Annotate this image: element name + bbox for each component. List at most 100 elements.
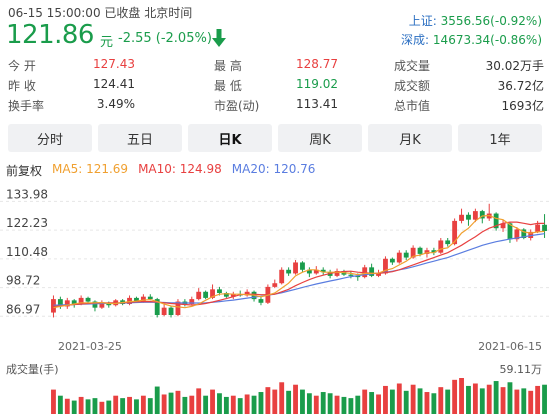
candle <box>493 212 499 231</box>
volume-bar <box>369 392 375 414</box>
x-label-end: 2021-06-15 <box>478 340 542 353</box>
candle <box>161 304 167 317</box>
candle-body <box>417 247 423 254</box>
volume-bar <box>279 382 285 414</box>
volume-bar <box>445 389 451 414</box>
candle-body <box>300 262 305 270</box>
index-shenzhen[interactable]: 深成: 14673.34(-0.86%) <box>401 31 542 48</box>
candle-body <box>272 283 278 287</box>
market-status: 06-15 15:00:00 已收盘 北京时间 <box>8 6 193 20</box>
candle-body <box>286 269 292 274</box>
tab-weekly-k[interactable]: 周K <box>278 124 362 152</box>
index-name: 深成: <box>401 33 430 47</box>
volume-bar <box>127 396 132 414</box>
index-name: 上证: <box>408 14 437 28</box>
volume-bar <box>341 396 347 414</box>
volume-bar <box>438 387 444 414</box>
down-arrow-icon <box>212 29 226 47</box>
y-tick-label: 86.97 <box>6 302 40 316</box>
candle-body <box>175 301 181 315</box>
volume-bar <box>196 388 202 414</box>
stat-label: 最 高 <box>214 59 242 73</box>
volume-bar <box>300 389 305 414</box>
candle <box>466 212 471 226</box>
candle-body <box>369 267 375 276</box>
tab-intraday[interactable]: 分时 <box>8 124 92 152</box>
tab-monthly-k[interactable]: 月K <box>368 124 452 152</box>
candle-body <box>500 223 506 229</box>
volume-bar <box>223 396 229 414</box>
volume-bar <box>507 382 513 414</box>
candles <box>51 203 547 318</box>
tab-five-day[interactable]: 五日 <box>98 124 182 152</box>
candle <box>244 289 250 297</box>
volume-bar <box>396 383 402 414</box>
volume-bar <box>85 399 91 414</box>
candle-body <box>230 294 236 297</box>
volume-bar <box>466 385 471 414</box>
volume-bar <box>479 388 485 414</box>
volume-bar <box>106 400 112 414</box>
volume-bar <box>51 389 56 414</box>
candle <box>528 229 534 241</box>
candle-body <box>403 252 409 258</box>
candle-body <box>493 213 499 229</box>
candle <box>438 238 444 254</box>
volume-bar <box>161 394 167 414</box>
stat-label: 总市值 <box>394 99 431 113</box>
candle <box>223 291 229 298</box>
volume-bar <box>459 378 464 414</box>
y-tick-label: 122.23 <box>6 216 48 230</box>
candle <box>258 296 264 306</box>
candle <box>514 227 520 242</box>
candle <box>431 247 437 256</box>
candle <box>51 295 56 318</box>
candle <box>500 219 506 232</box>
adjust-mode[interactable]: 前复权 <box>6 164 43 178</box>
candle <box>127 295 132 306</box>
volume-bar <box>230 395 236 414</box>
candle-body <box>293 262 298 274</box>
candle-body <box>535 224 541 232</box>
stat-value: 127.43 <box>93 57 135 71</box>
candle-body <box>134 297 139 302</box>
candle-body <box>92 301 98 308</box>
ma10-value: MA10: 124.98 <box>138 162 222 176</box>
index-value: 14673.34(-0.86%) <box>432 33 542 47</box>
volume-bar <box>417 388 423 414</box>
volume-label: 成交量(手) <box>6 362 59 376</box>
volume-bar <box>113 395 119 414</box>
candle <box>203 290 209 300</box>
volume-bar <box>472 383 478 414</box>
volume-bar <box>168 392 174 414</box>
volume-bar <box>521 388 527 414</box>
tab-one-year[interactable]: 1年 <box>458 124 542 152</box>
candle-body <box>479 211 485 219</box>
volume-bar <box>182 396 188 414</box>
ma5-value: MA5: 121.69 <box>52 162 129 176</box>
stat-value: 30.02万手 <box>485 59 544 73</box>
candle-body <box>514 229 520 240</box>
volume-bar <box>431 393 437 414</box>
candle <box>300 261 305 273</box>
y-axis-labels: 133.98 122.23 110.48 98.72 86.97 <box>6 187 48 316</box>
candle <box>272 279 278 289</box>
stat-value: 3.49% <box>96 97 135 111</box>
candle-body <box>320 269 326 273</box>
index-shanghai[interactable]: 上证: 3556.56(-0.92%) <box>409 12 542 29</box>
candle-body <box>334 271 340 276</box>
candle-body <box>438 240 444 253</box>
ma20-line <box>53 233 545 306</box>
candle <box>279 267 285 285</box>
candle-body <box>306 269 312 274</box>
chart-grid <box>0 200 550 317</box>
volume-bar <box>237 398 243 414</box>
candle <box>459 208 464 224</box>
candle-body <box>431 250 437 253</box>
candle-body <box>389 258 395 263</box>
volume-max-label: 59.11万 <box>500 363 543 376</box>
kline-chart[interactable]: 133.98 122.23 110.48 98.72 86.97 2021-03-25 … <box>0 180 550 417</box>
tab-daily-k[interactable]: 日K <box>188 124 272 152</box>
stat-label: 成交额 <box>394 79 431 93</box>
candle <box>92 300 98 312</box>
